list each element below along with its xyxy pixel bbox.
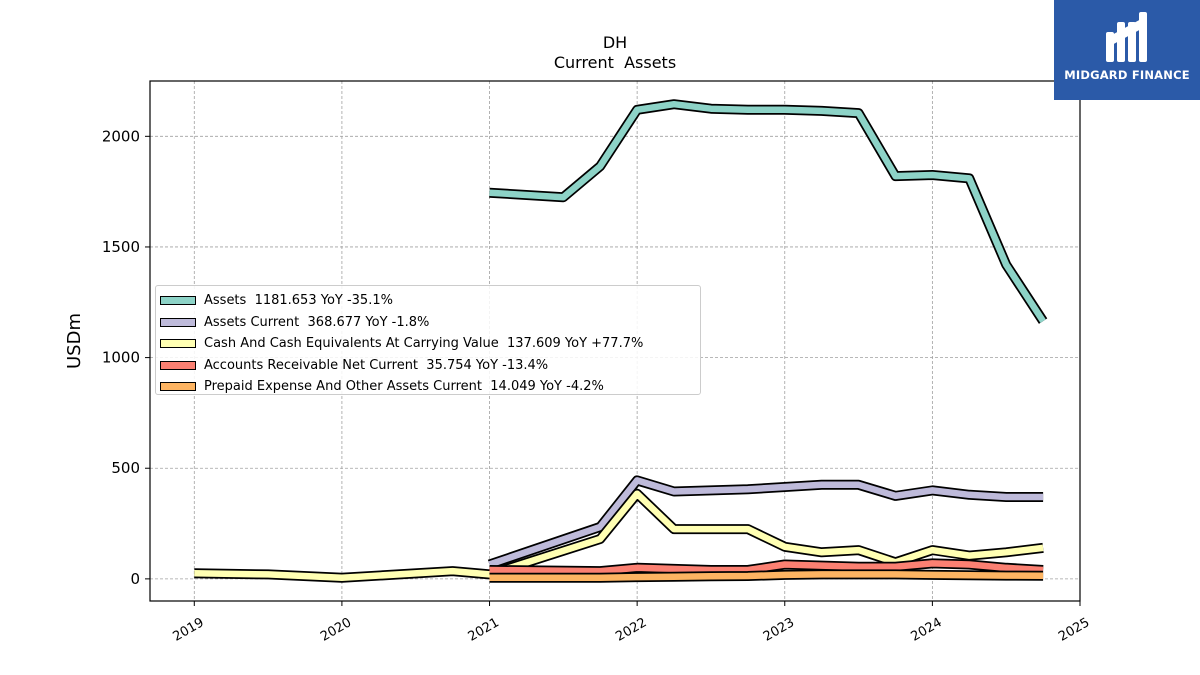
x-tick-label: 2025 [1056,615,1092,645]
legend-swatch-receivables [160,360,196,370]
legend-swatch-prepaid [160,382,196,392]
midgard-finance-logo: MIDGARD FINANCE [1054,0,1200,100]
y-tick-label: 500 [111,459,140,477]
series-line-3 [489,560,1044,575]
y-tick-label: 2000 [102,127,140,145]
legend-item-cash: Cash And Cash Equivalents At Carrying Va… [160,333,700,355]
x-tick-label: 2021 [466,615,502,645]
chart-legend: Assets 1181.653 YoY -35.1% Assets Curren… [155,285,701,395]
series-line-1 [488,477,1044,568]
x-tick-label: 2020 [318,615,354,645]
legend-label-receivables: Accounts Receivable Net Current 35.754 Y… [204,357,549,373]
chart-title: DH [603,33,627,52]
y-tick-label: 0 [130,570,140,588]
y-tick-label: 1000 [102,349,140,367]
legend-swatch-cash [160,339,196,349]
logo-text: MIDGARD FINANCE [1064,68,1190,82]
x-tick-label: 2024 [909,615,945,645]
legend-label-cash: Cash And Cash Equivalents At Carrying Va… [204,336,644,352]
legend-label-assets: Assets 1181.653 YoY -35.1% [204,293,393,309]
series-line-2 [194,490,1044,582]
legend-swatch-assets-current [160,317,196,327]
legend-label-prepaid: Prepaid Expense And Other Assets Current… [204,379,604,395]
legend-item-assets: Assets 1181.653 YoY -35.1% [160,290,700,312]
midgard-logo-icon [1106,12,1147,62]
chart-subtitle: Current Assets [554,53,676,72]
series-line-0 [489,100,1046,323]
y-axis-label: USDm [64,313,85,369]
series-layer [194,99,1048,583]
legend-item-prepaid: Prepaid Expense And Other Assets Current… [160,376,700,398]
legend-item-receivables: Accounts Receivable Net Current 35.754 Y… [160,355,700,377]
x-tick-label: 2022 [613,615,649,645]
series-line-4 [489,571,1044,582]
plot-frame [149,80,1081,602]
legend-item-assets-current: Assets Current 368.677 YoY -1.8% [160,312,700,334]
y-tick-label: 1500 [102,238,140,256]
x-tick-label: 2019 [170,615,206,645]
legend-swatch-assets [160,296,196,306]
legend-label-assets-current: Assets Current 368.677 YoY -1.8% [204,314,430,330]
x-tick-label: 2023 [761,615,797,645]
